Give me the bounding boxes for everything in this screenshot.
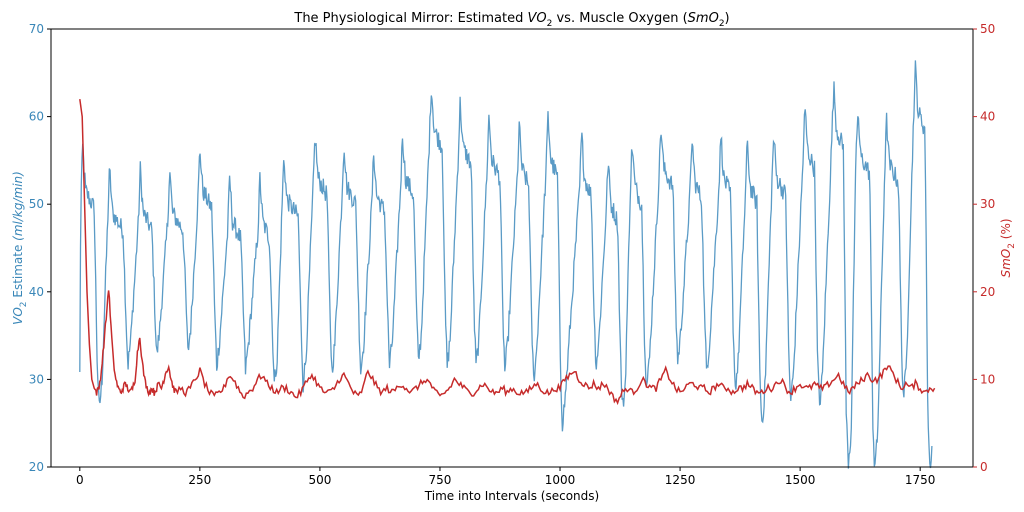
plot-area	[79, 60, 936, 469]
vo2-series-line	[79, 60, 933, 469]
right-y-tick-label: 30	[980, 197, 995, 211]
x-tick-label: 750	[429, 473, 452, 487]
x-tick-label: 500	[308, 473, 331, 487]
x-tick-label: 0	[76, 473, 84, 487]
left-y-tick-label: 30	[29, 372, 44, 386]
x-tick-label: 250	[188, 473, 211, 487]
right-y-tick-label: 20	[980, 285, 995, 299]
plot-frame	[50, 28, 974, 468]
x-tick-label: 1000	[545, 473, 576, 487]
left-y-tick-label: 60	[29, 110, 44, 124]
right-y-axis: 0 10 20 30 40 50	[973, 22, 995, 474]
x-axis: 0 250 500 750 1000 1250 1500 1750	[76, 467, 935, 487]
x-tick-label: 1500	[785, 473, 816, 487]
left-y-axis: 20 30 40 50 60 70	[29, 22, 51, 474]
right-y-axis-label: SmO2 (%)	[999, 218, 1017, 277]
smo2-series-line	[79, 98, 936, 406]
left-y-tick-label: 50	[29, 197, 44, 211]
left-y-axis-label: VO2 Estimate (ml/kg/min)	[11, 171, 29, 325]
right-y-tick-label: 40	[980, 110, 995, 124]
left-y-tick-label: 20	[29, 460, 44, 474]
left-y-tick-label: 70	[29, 22, 44, 36]
right-y-tick-label: 10	[980, 372, 995, 386]
x-tick-label: 1750	[905, 473, 936, 487]
x-tick-label: 1250	[665, 473, 696, 487]
left-y-tick-label: 40	[29, 285, 44, 299]
x-axis-label: Time into Intervals (seconds)	[424, 489, 599, 503]
right-y-tick-label: 0	[980, 460, 988, 474]
right-y-tick-label: 50	[980, 22, 995, 36]
chart-title: The Physiological Mirror: Estimated VO2 …	[293, 11, 729, 29]
